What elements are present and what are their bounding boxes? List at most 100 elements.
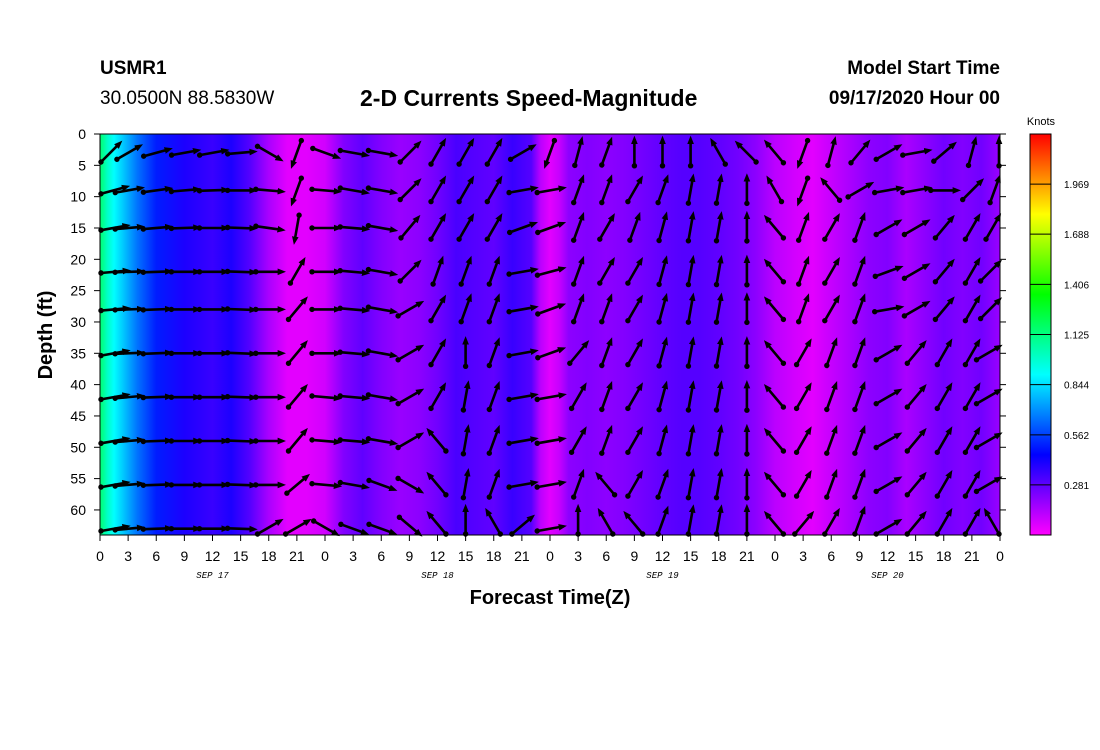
current-vector [766,175,785,205]
chart-title: 2-D Currents Speed-Magnitude [360,85,698,111]
station-id: USMR1 [100,58,167,79]
current-vector [625,382,643,412]
current-vector [625,175,643,205]
x-tick-label: 0 [96,548,104,564]
current-vector [625,256,643,286]
current-vector [506,392,539,403]
x-tick-label: 15 [458,548,474,564]
current-vector [395,475,425,494]
current-vector [852,293,866,325]
current-vector [365,147,399,158]
current-vector [337,224,371,233]
current-vector [962,507,981,537]
current-vector [625,338,643,368]
current-vector [310,518,340,537]
current-vector [685,211,696,244]
current-vector [112,393,146,402]
current-vector [112,436,146,445]
current-vector [337,393,371,402]
current-vector [763,258,787,285]
current-vector [796,137,811,169]
current-vector [140,481,174,489]
current-vector [534,480,567,490]
current-vector [140,393,174,401]
x-tick-label: 6 [377,548,385,564]
current-vector [428,137,447,167]
x-axis-title: Forecast Time(Z) [470,587,631,609]
model-start-label: Model Start Time [847,58,1000,79]
current-vector [397,178,422,203]
x-tick-label: 12 [880,548,896,564]
current-vector [962,256,981,286]
current-vector [793,426,812,456]
current-vector [365,304,399,315]
current-vector [534,392,567,403]
current-vector [140,525,174,532]
current-vector [337,267,371,276]
current-vector [535,347,567,361]
current-vector [535,303,567,317]
current-vector [506,267,539,277]
current-vector [987,174,1001,206]
current-vector [822,213,840,242]
current-vector [460,380,471,413]
current-vector [852,337,866,369]
current-vector [763,427,787,454]
current-vector [973,476,1003,495]
current-vector [934,426,953,456]
current-vector [904,427,927,454]
current-vector [852,505,866,537]
current-vector [285,384,308,410]
current-vector [534,266,567,278]
current-vector [852,380,866,413]
current-vector [977,259,1002,284]
model-start-time: 09/17/2020 Hour 00 [828,88,1000,109]
current-vector [852,255,866,287]
x-tick-label: 21 [514,548,530,564]
current-vector [820,177,843,204]
current-vector [793,382,812,412]
x-tick-label: 15 [683,548,699,564]
current-vector [396,514,423,537]
current-vector [570,211,585,243]
current-vectors [98,135,1003,537]
current-vector [254,143,284,162]
current-vector [309,393,343,402]
current-vector [224,481,258,489]
current-vector [655,468,669,500]
current-vector [685,380,696,413]
current-vector [365,436,399,446]
y-tick-label: 35 [70,345,86,361]
current-vector [485,507,504,537]
current-vector [763,384,787,410]
current-vector [597,213,615,242]
current-vector [763,340,787,367]
current-vector [685,254,696,288]
current-vector [871,304,905,315]
current-vector [901,300,931,319]
current-vector [570,468,585,500]
x-tick-label: 18 [711,548,727,564]
current-vector [873,219,903,238]
current-vector [932,258,955,285]
current-vector [822,507,840,537]
current-vector [397,140,422,165]
current-vector [873,344,903,363]
current-vector [904,384,927,410]
current-vector [568,426,587,456]
colorbar-tick-label: 0.562 [1064,431,1089,442]
current-vector [290,137,305,169]
current-vector [599,424,613,456]
y-axis-title: Depth (ft) [35,291,57,380]
y-axis: 0 5 10 15 20 25 30 35 40 45 50 55 60 [70,126,1006,518]
current-vector [962,213,981,242]
current-vector [168,147,202,158]
current-vector [486,380,500,413]
current-vector [685,504,696,537]
current-vector [224,306,258,314]
current-vector [534,436,567,447]
x-axis: 0 3 6 9 12 15 18 21 0 3 6 9 12 15 18 21 0 3 6 9 12 15 18 21 0 3 6 9… [96,535,1004,581]
current-vector [337,185,370,196]
x-tick-label: 18 [261,548,277,564]
